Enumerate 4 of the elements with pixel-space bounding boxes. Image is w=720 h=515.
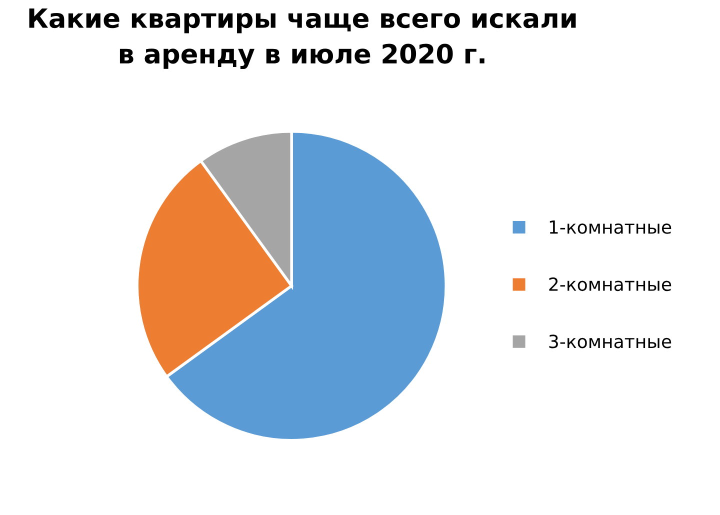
legend-label: 3-комнатные	[549, 334, 672, 348]
chart-title: Какие квартиры чаще всего искали в аренду в июле 2020 г.	[29, 8, 576, 70]
legend-label: 1-комнатные	[550, 220, 672, 234]
legend-label: 2-комнатные	[549, 277, 672, 292]
